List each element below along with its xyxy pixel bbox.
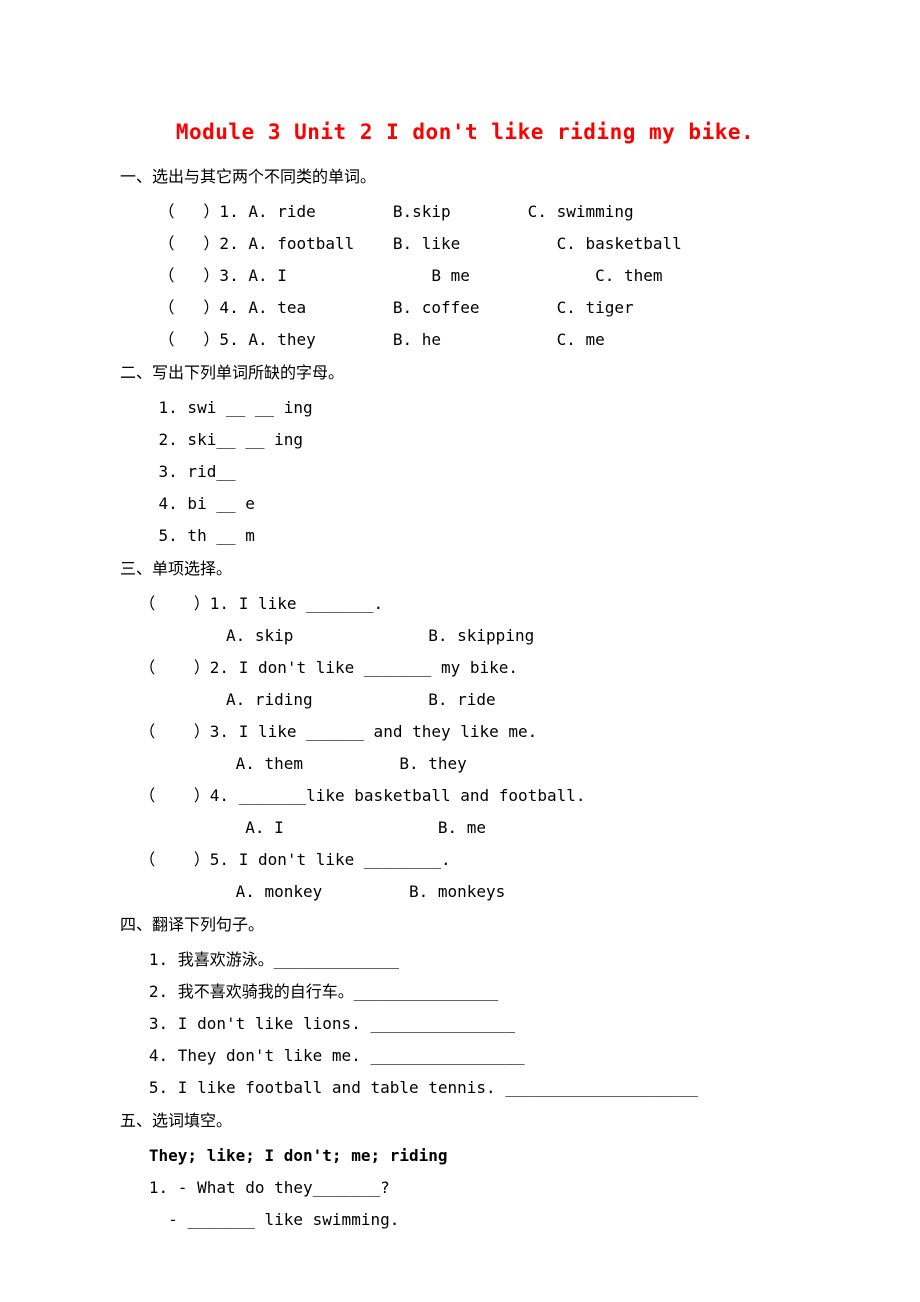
q2-3: 3. rid__ <box>120 456 810 488</box>
q3-1: （ ）1. I like _______. <box>120 588 810 620</box>
section3-heading: 三、单项选择。 <box>120 554 810 586</box>
q2-4: 4. bi __ e <box>120 488 810 520</box>
q3-5-opts: A. monkey B. monkeys <box>120 876 810 908</box>
section4-heading: 四、翻译下列句子。 <box>120 910 810 942</box>
q1-2: （ ）2. A. football B. like C. basketball <box>120 228 810 260</box>
wordbank: They; like; I don't; me; riding <box>120 1140 810 1172</box>
q4-2: 2. 我不喜欢骑我的自行车。_______________ <box>120 976 810 1008</box>
q2-5: 5. th __ m <box>120 520 810 552</box>
q3-1-opts: A. skip B. skipping <box>120 620 810 652</box>
q3-4: （ ）4. _______like basketball and footbal… <box>120 780 810 812</box>
q2-1: 1. swi __ __ ing <box>120 392 810 424</box>
q4-1: 1. 我喜欢游泳。_____________ <box>120 944 810 976</box>
q3-4-opts: A. I B. me <box>120 812 810 844</box>
q4-3: 3. I don't like lions. _______________ <box>120 1008 810 1040</box>
q3-3: （ ）3. I like ______ and they like me. <box>120 716 810 748</box>
q5-1b: - _______ like swimming. <box>120 1204 810 1236</box>
q2-2: 2. ski__ __ ing <box>120 424 810 456</box>
q4-4: 4. They don't like me. ________________ <box>120 1040 810 1072</box>
q3-5: （ ）5. I don't like ________. <box>120 844 810 876</box>
worksheet-page: Module 3 Unit 2 I don't like riding my b… <box>0 0 920 1296</box>
q5-1: 1. - What do they_______? <box>120 1172 810 1204</box>
q4-5: 5. I like football and table tennis. ___… <box>120 1072 810 1104</box>
q1-1: （ ）1. A. ride B.skip C. swimming <box>120 196 810 228</box>
q1-5: （ ）5. A. they B. he C. me <box>120 324 810 356</box>
q1-3: （ ）3. A. I B me C. them <box>120 260 810 292</box>
q1-4: （ ）4. A. tea B. coffee C. tiger <box>120 292 810 324</box>
section2-heading: 二、写出下列单词所缺的字母。 <box>120 358 810 390</box>
q3-3-opts: A. them B. they <box>120 748 810 780</box>
section5-heading: 五、选词填空。 <box>120 1106 810 1138</box>
q3-2: （ ）2. I don't like _______ my bike. <box>120 652 810 684</box>
section1-heading: 一、选出与其它两个不同类的单词。 <box>120 162 810 194</box>
page-title: Module 3 Unit 2 I don't like riding my b… <box>120 120 810 144</box>
q3-2-opts: A. riding B. ride <box>120 684 810 716</box>
